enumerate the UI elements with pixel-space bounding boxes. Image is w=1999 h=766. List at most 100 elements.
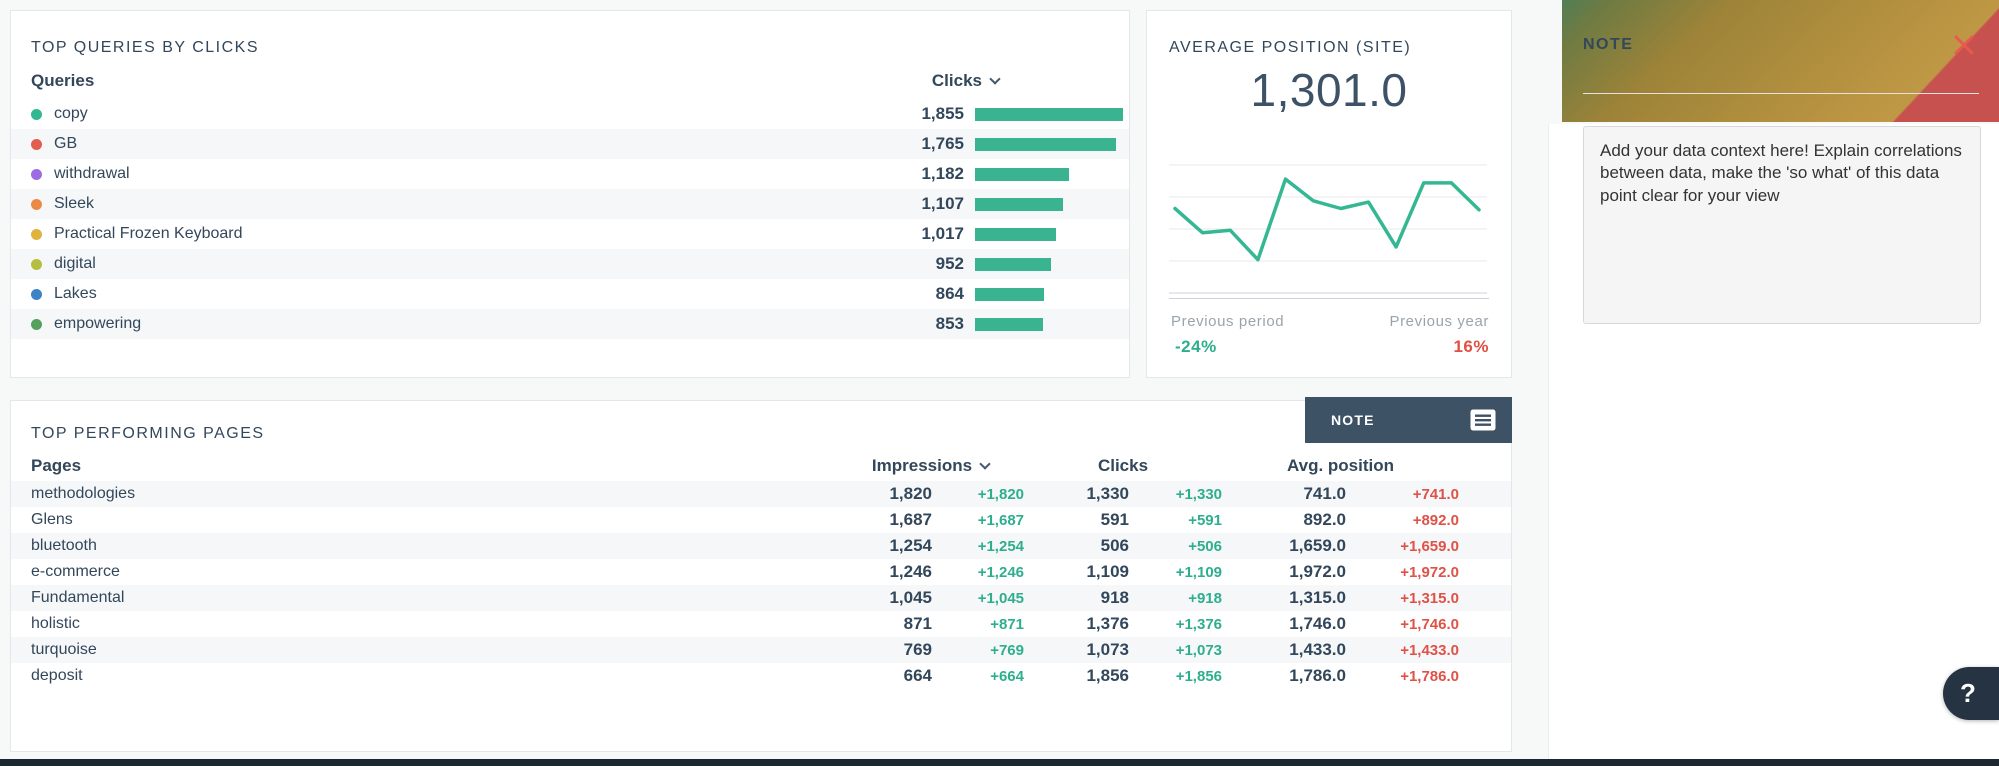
query-row: Lakes 864 [11, 279, 1129, 309]
previous-year-label: Previous year [1389, 313, 1489, 330]
table-row: turquoise 769 +769 1,073 +1,073 1,433.0 +1,433… [11, 637, 1511, 663]
clicks-column-header[interactable]: Clicks [1097, 456, 1149, 475]
page-name: methodologies [31, 485, 136, 502]
query-label: digital [31, 255, 872, 273]
series-dot [31, 198, 42, 210]
clicks-value: 1,330 [1086, 484, 1129, 503]
clicks-delta: +1,073 [1175, 641, 1222, 659]
divider [1583, 93, 1979, 94]
impressions-value: 1,045 [889, 588, 932, 607]
query-clicks-value: 1,855 [921, 104, 964, 123]
queries-column-header: Queries [31, 71, 95, 90]
note-button-label: NOTE [1331, 412, 1375, 428]
series-dot [31, 228, 42, 240]
clicks-sort-header[interactable]: Clicks [932, 71, 1001, 91]
avg-position-value: 892.0 [1303, 510, 1346, 529]
impressions-delta: +1,687 [977, 511, 1024, 529]
note-icon [1470, 409, 1496, 431]
page-name: deposit [31, 667, 83, 684]
impressions-delta: +769 [990, 641, 1024, 659]
table-row: Fundamental 1,045 +1,045 918 +918 1,315.0 +1,3… [11, 585, 1511, 611]
divider [1169, 298, 1489, 299]
close-icon[interactable] [1951, 32, 1977, 58]
pages-panel-title: TOP PERFORMING PAGES [31, 425, 265, 442]
clicks-value: 591 [1100, 510, 1129, 529]
query-row: Practical Frozen Keyboard 1,017 [11, 219, 1129, 249]
query-bar-cell [964, 107, 1129, 121]
impressions-value: 871 [903, 614, 932, 633]
query-text: Sleek [54, 195, 95, 212]
query-bar [975, 167, 1069, 181]
impressions-delta: +1,820 [977, 485, 1024, 503]
query-bar [975, 137, 1116, 151]
query-bar [975, 107, 1123, 121]
avg-position-delta: +741.0 [1412, 485, 1459, 503]
query-label: Sleek [31, 195, 872, 213]
query-clicks-value: 853 [935, 314, 964, 333]
avg-position-delta: +1,433.0 [1400, 641, 1459, 659]
query-bar [975, 287, 1044, 301]
average-position-panel: AVERAGE POSITION (SITE) 1,301.0 Previous… [1146, 10, 1512, 378]
query-text: copy [54, 105, 88, 122]
query-clicks-value: 1,107 [921, 194, 964, 213]
avg-position-value: 1,315.0 [1289, 588, 1346, 607]
note-button[interactable]: NOTE [1305, 397, 1512, 443]
query-text: digital [54, 255, 96, 272]
page-name: turquoise [31, 641, 97, 658]
page-name: bluetooth [31, 537, 97, 554]
query-row: copy 1,855 [11, 99, 1129, 129]
query-clicks-value: 1,017 [921, 224, 964, 243]
previous-period-value: -24% [1175, 337, 1217, 356]
clicks-delta: +591 [1188, 511, 1222, 529]
note-text-area[interactable]: Add your data context here! Explain corr… [1583, 126, 1981, 324]
avg-position-value: 1,433.0 [1289, 640, 1346, 659]
impressions-sort-header[interactable]: Impressions [837, 456, 1024, 476]
clicks-value: 1,376 [1086, 614, 1129, 633]
clicks-value: 1,073 [1086, 640, 1129, 659]
help-button[interactable]: ? [1943, 667, 1999, 720]
query-bar-cell [964, 287, 1129, 301]
query-bar-cell [964, 197, 1129, 211]
avg-position-value: 741.0 [1303, 484, 1346, 503]
impressions-value: 1,820 [889, 484, 932, 503]
previous-year-value: 16% [1453, 337, 1489, 356]
query-label: copy [31, 105, 872, 123]
table-row: e-commerce 1,246 +1,246 1,109 +1,109 1,972.0 +… [11, 559, 1511, 585]
avg-position-delta: +1,746.0 [1400, 615, 1459, 633]
avg-position-delta: +892.0 [1412, 511, 1459, 529]
pages-rows: methodologies 1,820 +1,820 1,330 +1,330 741.0… [11, 481, 1511, 689]
query-bar-cell [964, 137, 1129, 151]
avg-position-column-header[interactable]: Avg. position [1286, 456, 1395, 475]
query-row: Sleek 1,107 [11, 189, 1129, 219]
note-title: NOTE [1583, 36, 1634, 53]
series-dot [31, 288, 42, 300]
queries-rows: copy 1,855 GB 1,765 withdrawal 1,182 Sleek 1,10… [11, 99, 1129, 339]
clicks-value: 1,109 [1086, 562, 1129, 581]
query-text: GB [54, 135, 78, 152]
help-button-label: ? [1960, 678, 1976, 708]
chevron-down-icon [979, 458, 991, 470]
query-bar-cell [964, 257, 1129, 271]
top-queries-panel: TOP QUERIES BY CLICKS Queries Clicks cop… [10, 10, 1130, 378]
query-text: Lakes [54, 285, 97, 302]
table-row: deposit 664 +664 1,856 +1,856 1,786.0 +1,786.0 [11, 663, 1511, 689]
page-name: holistic [31, 615, 80, 632]
pages-table-header: Pages Impressions Clicks Avg. position [11, 453, 1511, 479]
table-row: bluetooth 1,254 +1,254 506 +506 1,659.0 +1,659… [11, 533, 1511, 559]
series-dot [31, 168, 42, 180]
query-row: digital 952 [11, 249, 1129, 279]
avg-position-value: 1,301.0 [1250, 64, 1408, 116]
impressions-value: 1,687 [889, 510, 932, 529]
table-row: holistic 871 +871 1,376 +1,376 1,746.0 +1,746.… [11, 611, 1511, 637]
series-dot [31, 318, 42, 330]
avg-position-delta: +1,972.0 [1400, 563, 1459, 581]
avg-position-value: 1,746.0 [1289, 614, 1346, 633]
query-label: withdrawal [31, 165, 872, 183]
page-name: Fundamental [31, 589, 125, 606]
avg-position-value: 1,786.0 [1289, 666, 1346, 685]
impressions-value: 1,254 [889, 536, 932, 555]
top-performing-pages-panel: TOP PERFORMING PAGES NOTE Pages Impressi… [10, 397, 1512, 752]
query-text: empowering [54, 315, 142, 332]
bottom-edge-bar [0, 759, 1999, 766]
table-row: Glens 1,687 +1,687 591 +591 892.0 +892.0 [11, 507, 1511, 533]
